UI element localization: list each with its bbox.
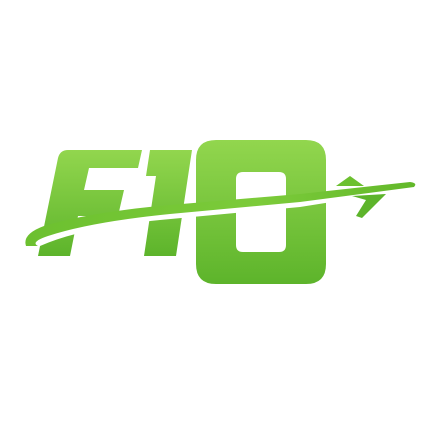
letter-zero — [196, 140, 326, 284]
airplane-swoosh-icon — [25, 176, 416, 246]
letter-one — [144, 150, 192, 256]
